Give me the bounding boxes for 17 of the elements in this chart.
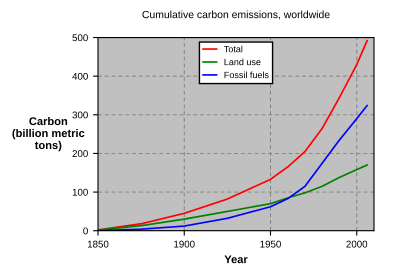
y-tick-label: 500 [72,34,88,42]
y-tick-label: 100 [72,188,88,196]
legend-label: Total [224,46,242,52]
line-series [98,164,368,231]
y-tick-label: 200 [72,150,88,158]
x-tick-label: 2000 [346,240,368,248]
legend-label: Land use [224,58,261,66]
x-axis-title: Year [224,255,248,264]
y-tick-label: 0 [83,227,88,234]
x-tick-label: 1850 [88,240,108,248]
legend-label: Fossil fuels [224,72,269,78]
y-tick-label: 400 [72,72,88,80]
y-tick-label: 300 [72,112,88,118]
x-tick-label: 1900 [174,240,195,248]
line-series [98,40,368,231]
chart-title: Cumulative carbon emissions, worldwide [142,10,330,20]
x-tick-label: 1950 [260,240,281,248]
